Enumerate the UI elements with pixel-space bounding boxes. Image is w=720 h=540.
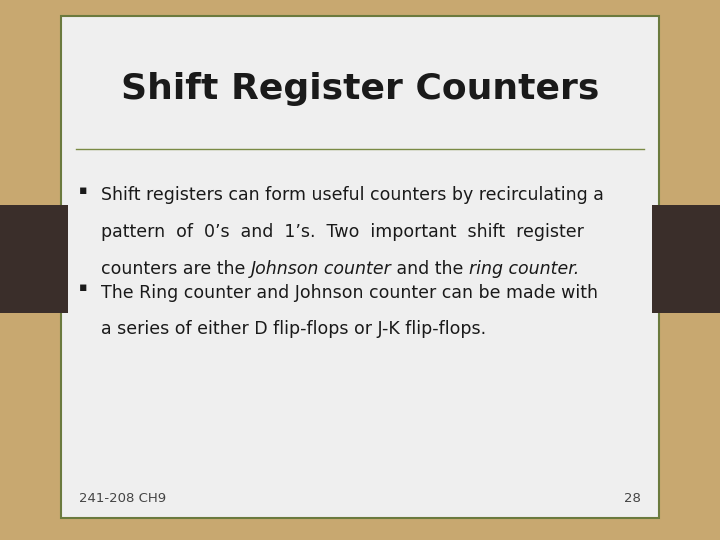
Bar	[652, 205, 720, 313]
Text: ▪: ▪	[79, 184, 88, 197]
Text: counters are the: counters are the	[101, 260, 251, 278]
Text: and the: and the	[392, 260, 469, 278]
Text: pattern  of  0’s  and  1’s.  Two  important  shift  register: pattern of 0’s and 1’s. Two important sh…	[101, 223, 584, 241]
Text: 28: 28	[624, 492, 641, 505]
Text: a series of either D flip-flops or J-K flip-flops.: a series of either D flip-flops or J-K f…	[101, 320, 486, 338]
Text: ring counter.: ring counter.	[469, 260, 580, 278]
Text: 241-208 CH9: 241-208 CH9	[79, 492, 166, 505]
Text: The Ring counter and Johnson counter can be made with: The Ring counter and Johnson counter can…	[101, 284, 598, 301]
Bar	[0, 205, 68, 313]
Text: Johnson counter: Johnson counter	[251, 260, 392, 278]
Text: ▪: ▪	[79, 281, 88, 294]
Text: Shift Register Counters: Shift Register Counters	[121, 72, 599, 106]
Text: Shift registers can form useful counters by recirculating a: Shift registers can form useful counters…	[101, 186, 603, 204]
Bar	[61, 16, 659, 518]
